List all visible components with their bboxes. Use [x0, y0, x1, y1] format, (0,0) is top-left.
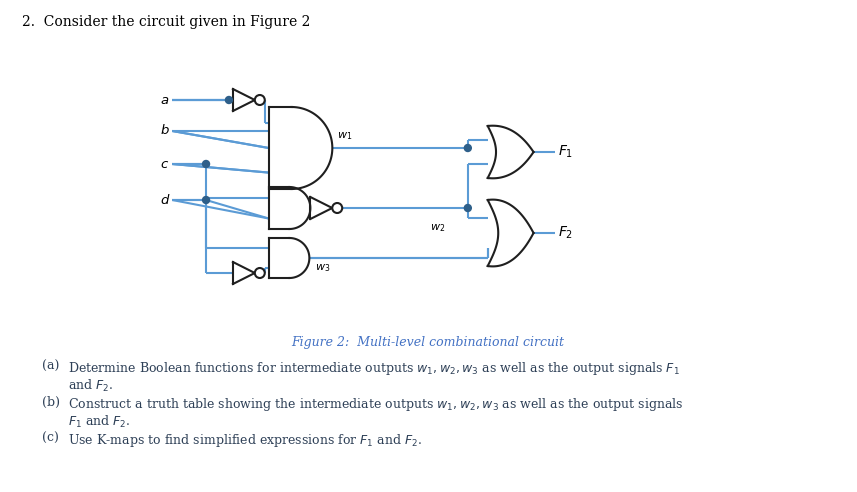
Text: $F_1$: $F_1$ [559, 144, 573, 160]
Text: $w_1$: $w_1$ [338, 130, 352, 142]
Text: (a): (a) [42, 360, 59, 373]
Text: 2.  Consider the circuit given in Figure 2: 2. Consider the circuit given in Figure … [22, 15, 310, 29]
Text: a: a [160, 93, 168, 106]
Text: Figure 2:  Multi-level combinational circuit: Figure 2: Multi-level combinational circ… [291, 336, 565, 349]
Text: $F_2$: $F_2$ [559, 225, 573, 241]
Text: Use K-maps to find simplified expressions for $F_1$ and $F_2$.: Use K-maps to find simplified expression… [68, 432, 422, 449]
Text: c: c [160, 157, 168, 171]
Text: Construct a truth table showing the intermediate outputs $w_1, w_2, w_3$ as well: Construct a truth table showing the inte… [68, 396, 683, 413]
Text: Determine Boolean functions for intermediate outputs $w_1, w_2, w_3$ as well as : Determine Boolean functions for intermed… [68, 360, 680, 377]
Text: (b): (b) [42, 396, 60, 409]
Text: $w_3$: $w_3$ [315, 262, 331, 274]
Text: and $F_2$.: and $F_2$. [68, 378, 113, 394]
Circle shape [225, 96, 232, 103]
Text: (c): (c) [42, 432, 58, 445]
Text: d: d [160, 193, 169, 207]
Text: $F_1$ and $F_2$.: $F_1$ and $F_2$. [68, 414, 130, 430]
Circle shape [333, 203, 342, 213]
Circle shape [464, 145, 471, 152]
Circle shape [464, 205, 471, 212]
Circle shape [255, 268, 265, 278]
Circle shape [255, 95, 265, 105]
Text: b: b [160, 124, 169, 137]
Circle shape [202, 196, 209, 204]
Text: $w_2$: $w_2$ [430, 222, 446, 234]
Circle shape [202, 160, 209, 167]
